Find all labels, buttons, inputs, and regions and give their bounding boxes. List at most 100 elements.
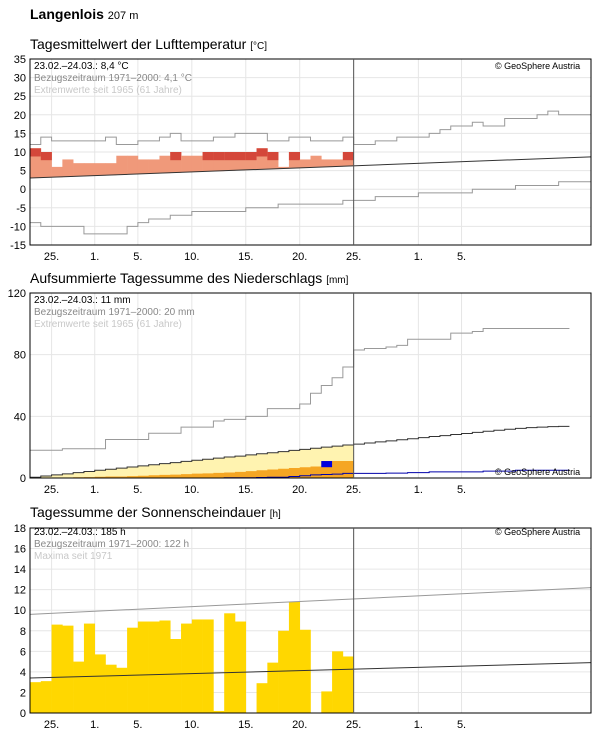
temperature-bar-warm — [256, 148, 268, 157]
precip-info: 23.02.–24.03.: 11 mm Bezugszeitraum 1971… — [34, 295, 195, 331]
precip-xtick-label: 1. — [90, 484, 99, 496]
temperature-info-period: 23.02.–24.03.: 8,4 °C — [34, 61, 129, 72]
sunshine-bar — [213, 710, 225, 713]
sunshine-ytick-label: 8 — [20, 626, 26, 638]
temperature-ytick-label: 25 — [14, 91, 26, 103]
temperature-bar-warm — [245, 152, 257, 161]
sunshine-bar — [40, 681, 52, 713]
temperature-bar — [213, 152, 225, 172]
sunshine-bar — [51, 624, 63, 713]
precip-xtick-label: 25. — [346, 484, 361, 496]
temperature-bar — [191, 155, 203, 172]
precip-info-period: 23.02.–24.03.: 11 mm — [34, 295, 131, 306]
temperature-bar — [181, 155, 193, 173]
temperature-info-normal: Bezugszeitraum 1971–2000: 4,1 °C — [34, 73, 192, 84]
temperature-xtick-label: 20. — [292, 251, 307, 263]
temperature-copyright: © GeoSphere Austria — [495, 61, 581, 71]
precip-ytick-label: 120 — [8, 288, 26, 300]
sunshine-bar — [159, 620, 171, 713]
sunshine-ytick-label: 10 — [14, 605, 26, 617]
sunshine-bar — [267, 662, 279, 713]
sunshine-xtick-label: 15. — [238, 719, 253, 729]
precip-ytick-label: 0 — [20, 473, 26, 485]
temperature-bar — [83, 163, 96, 177]
sunshine-bar — [224, 613, 236, 713]
precip-info-extremes: Extremwerte seit 1965 (61 Jahre) — [34, 319, 182, 330]
temperature-bar-warm — [288, 152, 301, 161]
precip-title: Aufsummierte Tagessumme des Niederschlag… — [30, 270, 348, 286]
sunshine-bar — [170, 639, 182, 713]
sunshine-bar — [116, 667, 128, 713]
sunshine-bar — [256, 683, 268, 713]
temperature-bar — [30, 148, 42, 179]
temperature-ext-min-line — [30, 181, 591, 235]
sunshine-ytick-label: 12 — [14, 585, 26, 597]
temperature-bar-warm — [30, 148, 42, 157]
temperature-bar — [310, 155, 322, 168]
temperature-xtick-label: 1. — [90, 251, 99, 263]
precip-xtick-label: 5. — [457, 484, 466, 496]
sunshine-title: Tagessumme der Sonnenscheindauer [h] — [30, 504, 281, 520]
temperature-xtick-label: 10. — [184, 251, 199, 263]
precip-xtick-label: 15. — [238, 484, 253, 496]
precip-ytick-label: 40 — [14, 411, 26, 423]
temperature-bar — [245, 152, 257, 170]
precip-info-normal: Bezugszeitraum 1971–2000: 20 mm — [34, 307, 195, 318]
sunshine-bar — [299, 629, 311, 713]
temperature-bar — [51, 166, 63, 178]
precip-xtick-label: 20. — [292, 484, 307, 496]
precip-plot-frame — [29, 292, 592, 479]
sunshine-bar — [94, 654, 106, 713]
temperature-xtick-label: 25. — [44, 251, 59, 263]
precip-xtick-label: 25. — [44, 484, 59, 496]
sunshine-bar — [181, 623, 193, 713]
sunshine-bar — [288, 602, 301, 713]
station-name: Langenlois — [30, 6, 104, 22]
sunshine-info-maxima: Maxima seit 1971 — [34, 551, 113, 562]
sunshine-bar — [202, 619, 214, 713]
sunshine-ytick-label: 4 — [20, 667, 26, 679]
sunshine-xtick-label: 5. — [457, 719, 466, 729]
temperature-bar — [267, 152, 279, 170]
temperature-ytick-label: 15 — [14, 128, 26, 140]
sunshine-xtick-label: 1. — [414, 719, 423, 729]
precip-copyright: © GeoSphere Austria — [495, 467, 581, 477]
sunshine-ytick-label: 16 — [14, 544, 26, 556]
precip-title-text: Aufsummierte Tagessumme des Niederschlag… — [30, 270, 323, 286]
sunshine-xtick-label: 1. — [90, 719, 99, 729]
sunshine-title-text: Tagessumme der Sonnenscheindauer — [30, 504, 266, 520]
sunshine-info: 23.02.–24.03.: 185 h Bezugszeitraum 1971… — [34, 527, 189, 563]
sunshine-bar — [148, 621, 160, 713]
sunshine-bar — [321, 691, 333, 713]
temperature-bar-warm — [170, 152, 182, 161]
sunshine-normal-line — [29, 662, 592, 679]
temperature-bar — [105, 163, 117, 176]
temperature-ytick-label: -5 — [16, 203, 26, 215]
precip-xtick-label: 5. — [133, 484, 142, 496]
temperature-title: Tagesmittelwert der Lufttemperatur [°C] — [30, 36, 267, 52]
temperature-bar — [94, 163, 106, 176]
sunshine-xtick-label: 25. — [44, 719, 59, 729]
temperature-ytick-label: 30 — [14, 73, 26, 85]
precip-ytick-label: 80 — [14, 350, 26, 362]
temperature-normal-line — [29, 156, 592, 179]
sunshine-xtick-label: 10. — [184, 719, 199, 729]
temperature-bar — [116, 155, 128, 175]
sunshine-unit: [h] — [269, 509, 281, 520]
sunshine-ytick-label: 2 — [20, 687, 26, 699]
sunshine-ytick-label: 0 — [20, 708, 26, 720]
precip-normal-line — [30, 425, 570, 478]
precip-unit: [mm] — [326, 275, 349, 286]
temperature-bar-warm — [202, 152, 214, 161]
sunshine-copyright: © GeoSphere Austria — [495, 527, 581, 537]
temperature-bar-warm — [234, 152, 247, 161]
temperature-bar — [127, 155, 139, 175]
sunshine-ytick-label: 14 — [14, 564, 26, 576]
temperature-ytick-label: 35 — [14, 54, 26, 66]
precip-xtick-label: 10. — [184, 484, 199, 496]
sunshine-bar — [30, 682, 42, 713]
precip-chart: 120 80 40 0 25. 1. 5. 10. 15. 20. 25. 1. 5. — [8, 288, 592, 496]
sunshine-info-period: 23.02.–24.03.: 185 h — [34, 527, 126, 538]
temperature-xtick-label: 25. — [346, 251, 361, 263]
sunshine-ytick-label: 6 — [20, 646, 26, 658]
